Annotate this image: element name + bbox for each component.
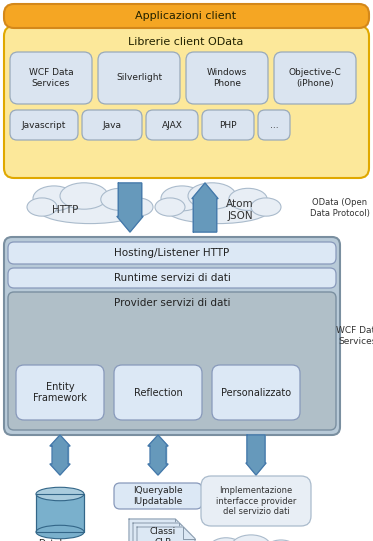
Polygon shape xyxy=(148,464,168,475)
FancyBboxPatch shape xyxy=(98,52,180,104)
Text: Entity
Framework: Entity Framework xyxy=(33,382,87,403)
Ellipse shape xyxy=(101,188,139,210)
Ellipse shape xyxy=(155,198,185,216)
Text: Database
relazionale
(SQL Server): Database relazionale (SQL Server) xyxy=(31,539,89,541)
Text: HTTP: HTTP xyxy=(52,205,78,215)
Ellipse shape xyxy=(39,197,141,223)
FancyBboxPatch shape xyxy=(186,52,268,104)
Ellipse shape xyxy=(161,186,203,211)
Text: Javascript: Javascript xyxy=(22,121,66,129)
Text: AJAX: AJAX xyxy=(162,121,182,129)
Ellipse shape xyxy=(209,538,244,541)
Ellipse shape xyxy=(60,183,108,209)
Ellipse shape xyxy=(27,198,57,216)
FancyBboxPatch shape xyxy=(16,365,104,420)
Text: OData (Open
Data Protocol): OData (Open Data Protocol) xyxy=(310,199,370,217)
Polygon shape xyxy=(129,519,187,541)
Ellipse shape xyxy=(231,535,271,541)
Polygon shape xyxy=(150,446,166,464)
Text: WCF Data
Services: WCF Data Services xyxy=(336,326,373,346)
Ellipse shape xyxy=(36,487,84,501)
Text: Windows
Phone: Windows Phone xyxy=(207,68,247,88)
Polygon shape xyxy=(117,183,143,232)
FancyBboxPatch shape xyxy=(82,110,142,140)
Polygon shape xyxy=(50,464,70,475)
Polygon shape xyxy=(246,435,266,475)
Text: Hosting/Listener HTTP: Hosting/Listener HTTP xyxy=(115,248,230,258)
Ellipse shape xyxy=(229,188,267,210)
FancyBboxPatch shape xyxy=(201,476,311,526)
Text: Personalizzato: Personalizzato xyxy=(221,387,291,398)
Polygon shape xyxy=(192,183,218,232)
FancyBboxPatch shape xyxy=(10,110,78,140)
Text: Silverlight: Silverlight xyxy=(116,74,162,82)
FancyBboxPatch shape xyxy=(8,292,336,430)
FancyBboxPatch shape xyxy=(4,26,369,178)
Text: Reflection: Reflection xyxy=(134,387,182,398)
Text: Implementazione
interfacce provider
del servizio dati: Implementazione interfacce provider del … xyxy=(216,486,296,516)
FancyBboxPatch shape xyxy=(114,365,202,420)
Ellipse shape xyxy=(36,525,84,539)
Bar xyxy=(36,494,84,532)
Text: Applicazioni client: Applicazioni client xyxy=(135,11,236,21)
FancyBboxPatch shape xyxy=(10,52,92,104)
Text: WCF Data
Services: WCF Data Services xyxy=(29,68,73,88)
FancyBboxPatch shape xyxy=(4,4,369,28)
Ellipse shape xyxy=(33,186,75,211)
FancyBboxPatch shape xyxy=(4,237,340,435)
Text: Librerie client OData: Librerie client OData xyxy=(128,37,244,47)
Text: Atom
JSON: Atom JSON xyxy=(226,199,254,221)
Text: PHP: PHP xyxy=(219,121,237,129)
FancyBboxPatch shape xyxy=(258,110,290,140)
FancyBboxPatch shape xyxy=(212,365,300,420)
Text: IQueryable
IUpdatable: IQueryable IUpdatable xyxy=(133,486,183,506)
Text: Objective-C
(iPhone): Objective-C (iPhone) xyxy=(289,68,341,88)
Polygon shape xyxy=(50,435,70,446)
Text: Runtime servizi di dati: Runtime servizi di dati xyxy=(113,273,231,283)
Text: Classi
CLR: Classi CLR xyxy=(150,527,176,541)
FancyBboxPatch shape xyxy=(8,268,336,288)
Ellipse shape xyxy=(265,540,297,541)
Polygon shape xyxy=(52,446,68,464)
Ellipse shape xyxy=(123,198,153,216)
FancyBboxPatch shape xyxy=(8,242,336,264)
FancyBboxPatch shape xyxy=(146,110,198,140)
Polygon shape xyxy=(133,523,191,541)
Text: Provider servizi di dati: Provider servizi di dati xyxy=(114,298,230,308)
Ellipse shape xyxy=(251,198,281,216)
FancyBboxPatch shape xyxy=(114,483,202,509)
FancyBboxPatch shape xyxy=(274,52,356,104)
FancyBboxPatch shape xyxy=(202,110,254,140)
Ellipse shape xyxy=(167,197,269,223)
Bar xyxy=(36,494,84,532)
Polygon shape xyxy=(137,527,195,541)
Text: Java: Java xyxy=(103,121,122,129)
Ellipse shape xyxy=(188,183,236,209)
Polygon shape xyxy=(148,435,168,446)
Text: ...: ... xyxy=(270,121,278,129)
